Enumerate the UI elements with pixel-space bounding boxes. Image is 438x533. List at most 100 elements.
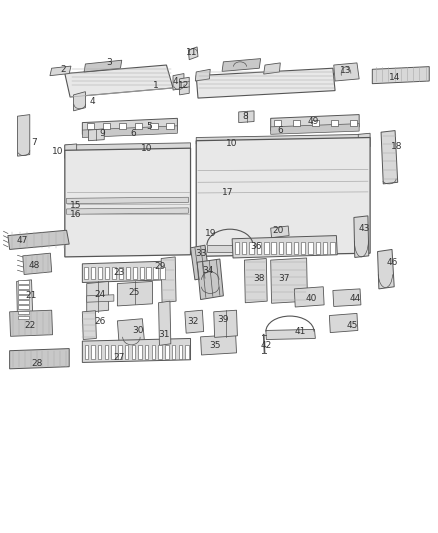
Polygon shape [82, 338, 191, 362]
Text: 10: 10 [141, 144, 152, 152]
Polygon shape [82, 311, 96, 340]
Bar [131, 345, 135, 359]
Text: 20: 20 [272, 227, 284, 235]
Polygon shape [87, 281, 109, 312]
Polygon shape [197, 259, 223, 300]
Bar [102, 123, 110, 129]
Bar [118, 345, 122, 359]
Bar [84, 267, 88, 279]
Polygon shape [10, 349, 69, 369]
Bar [91, 267, 95, 279]
Polygon shape [159, 301, 171, 345]
Bar [125, 345, 128, 359]
Bar [18, 295, 29, 298]
Text: 3: 3 [106, 59, 113, 67]
Bar [18, 285, 29, 288]
Polygon shape [271, 258, 307, 303]
Text: 15: 15 [70, 201, 81, 209]
Polygon shape [17, 280, 33, 322]
Bar [18, 301, 29, 304]
Bar [18, 311, 29, 314]
Bar [133, 267, 137, 279]
Text: 10: 10 [226, 140, 238, 148]
Bar [272, 242, 276, 254]
Text: 36: 36 [251, 242, 262, 251]
Text: 13: 13 [340, 66, 352, 75]
Bar [140, 267, 144, 279]
Bar [18, 305, 29, 309]
Polygon shape [82, 261, 166, 282]
Polygon shape [82, 118, 177, 134]
Polygon shape [271, 226, 289, 238]
Text: 44: 44 [350, 294, 361, 303]
Bar [145, 345, 148, 359]
Text: 4: 4 [89, 97, 95, 106]
Bar [153, 267, 158, 279]
Bar [331, 120, 338, 126]
Bar [274, 120, 281, 126]
Bar [311, 120, 319, 126]
Bar [315, 242, 320, 254]
Polygon shape [173, 74, 184, 90]
Text: 33: 33 [195, 249, 206, 258]
Text: 6: 6 [131, 129, 137, 138]
Text: 32: 32 [187, 317, 198, 326]
Text: 23: 23 [113, 269, 125, 277]
Text: 38: 38 [254, 274, 265, 282]
Bar [85, 345, 88, 359]
Text: 48: 48 [28, 261, 40, 270]
Text: 8: 8 [242, 112, 248, 120]
Text: 14: 14 [389, 73, 400, 82]
Text: 2: 2 [61, 65, 66, 74]
Text: 37: 37 [278, 274, 290, 282]
Bar [87, 123, 94, 129]
Polygon shape [244, 259, 267, 303]
Polygon shape [232, 236, 337, 258]
Polygon shape [294, 287, 324, 307]
Bar [126, 267, 130, 279]
Text: 19: 19 [205, 229, 216, 238]
Polygon shape [381, 131, 398, 184]
Bar [151, 123, 158, 129]
Polygon shape [82, 126, 177, 138]
Polygon shape [378, 249, 394, 289]
Text: 4: 4 [173, 77, 178, 86]
Text: 6: 6 [277, 126, 283, 135]
Text: 10: 10 [52, 148, 64, 156]
Text: 18: 18 [391, 142, 402, 151]
Bar [242, 242, 247, 254]
Polygon shape [266, 329, 315, 340]
Text: 46: 46 [386, 258, 398, 266]
Polygon shape [87, 295, 114, 302]
Polygon shape [358, 133, 370, 148]
Bar [18, 316, 29, 319]
Polygon shape [334, 63, 359, 81]
Bar [91, 345, 95, 359]
Bar [134, 123, 142, 129]
Bar [105, 345, 108, 359]
Text: 30: 30 [132, 326, 144, 335]
Text: 25: 25 [128, 288, 139, 297]
Bar [350, 120, 357, 126]
Bar [165, 345, 169, 359]
Polygon shape [191, 245, 209, 280]
Bar [160, 267, 165, 279]
Bar [323, 242, 327, 254]
Bar [119, 267, 123, 279]
Polygon shape [354, 216, 369, 257]
Text: 27: 27 [113, 353, 125, 361]
Text: 45: 45 [347, 321, 358, 329]
Bar [98, 345, 102, 359]
Polygon shape [50, 66, 71, 76]
Text: 40: 40 [305, 294, 317, 303]
Polygon shape [88, 129, 104, 141]
Bar [18, 290, 29, 294]
Text: 22: 22 [24, 321, 35, 329]
Text: 35: 35 [209, 341, 220, 350]
Bar [172, 345, 175, 359]
Polygon shape [67, 197, 188, 204]
Polygon shape [201, 335, 237, 355]
Polygon shape [65, 144, 77, 158]
Polygon shape [271, 115, 359, 131]
Bar [286, 242, 290, 254]
